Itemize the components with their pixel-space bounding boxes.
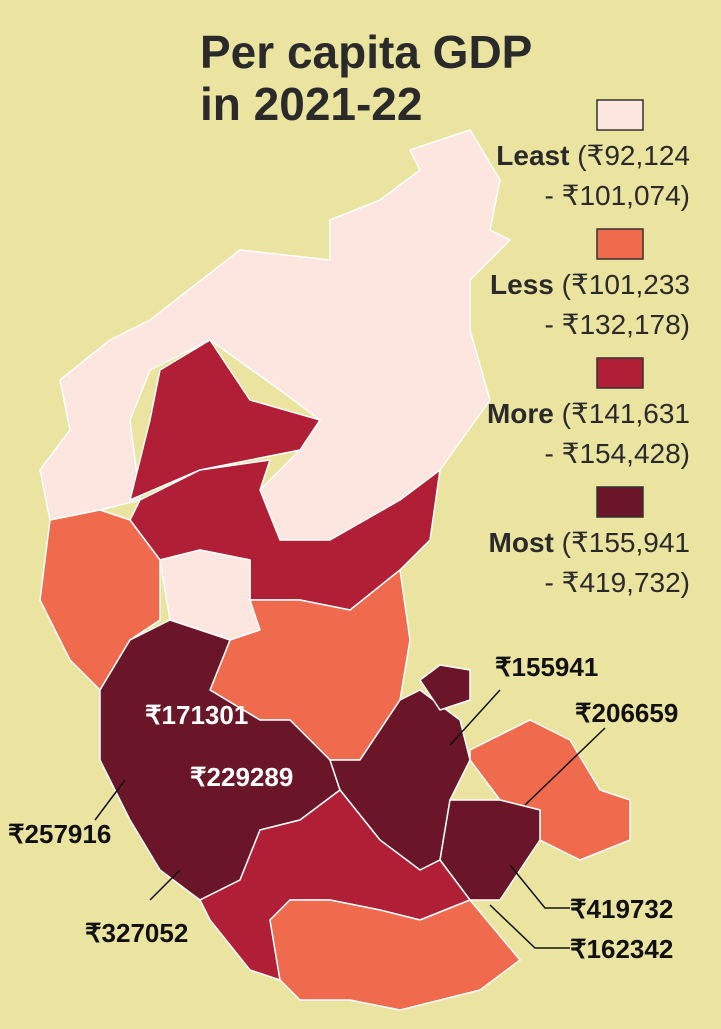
district-region <box>269 899 521 1011</box>
value-label: ₹155941 <box>495 652 598 682</box>
legend-name: More <box>487 398 554 429</box>
value-label: ₹171301 <box>145 700 248 730</box>
legend-swatch <box>596 228 644 260</box>
map <box>39 129 631 1011</box>
district-region <box>469 719 631 861</box>
legend-range: - ₹154,428) <box>545 438 690 469</box>
value-label: ₹257916 <box>8 819 111 849</box>
value-label: ₹419732 <box>570 894 673 924</box>
leader-line <box>509 864 570 909</box>
legend-swatch <box>596 357 644 389</box>
legend-name: Least <box>496 140 569 171</box>
legend-range: - ₹101,074) <box>545 180 690 211</box>
leader-line <box>149 869 181 901</box>
title-line: Per capita GDP <box>200 26 532 78</box>
value-label: ₹327052 <box>85 918 188 948</box>
district-region <box>39 509 161 691</box>
leader-line <box>489 904 570 949</box>
legend-swatch <box>596 486 644 518</box>
leader-line <box>524 727 606 806</box>
legend-entry: Least (₹92,124 <box>496 140 690 171</box>
legend-name: Most <box>489 527 554 558</box>
leader-lines <box>94 689 606 949</box>
legend-range: - ₹132,178) <box>545 309 690 340</box>
leader-line <box>94 779 126 821</box>
legend-entry: More (₹141,631 <box>487 398 690 429</box>
leader-line <box>449 689 501 746</box>
title-line: in 2021-22 <box>200 78 422 130</box>
legend-name: Less <box>490 269 554 300</box>
legend-range: - ₹419,732) <box>545 567 690 598</box>
legend: Least (₹92,124 - ₹101,074) Less (₹101,233 -… <box>487 99 690 598</box>
value-label: ₹162342 <box>570 934 673 964</box>
legend-range: (₹155,941 <box>562 527 690 558</box>
value-label: ₹206659 <box>575 698 678 728</box>
district-region <box>419 664 471 711</box>
legend-range: (₹92,124 <box>577 140 690 171</box>
legend-swatch <box>596 99 644 131</box>
legend-range: (₹101,233 <box>562 269 690 300</box>
legend-entry: Less (₹101,233 <box>490 269 690 300</box>
legend-range: (₹141,631 <box>562 398 690 429</box>
legend-entry: Most (₹155,941 <box>489 527 690 558</box>
value-label: ₹229289 <box>190 762 293 792</box>
district-region <box>129 339 321 501</box>
